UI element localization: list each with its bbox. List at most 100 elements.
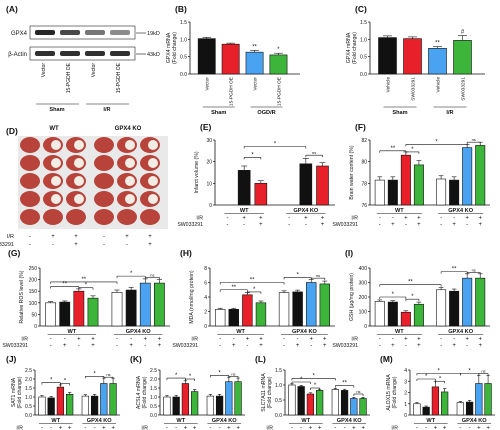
sig-label: *: [468, 368, 471, 374]
bar: [475, 145, 486, 206]
sw-sign: +: [259, 222, 263, 228]
y-axis-label: Brain water content (%): [349, 145, 355, 199]
ir-sign: -: [469, 426, 471, 430]
y-tick-label: 1.0: [25, 395, 32, 401]
brain-slice: [66, 209, 86, 225]
ir-sign: +: [465, 216, 469, 222]
ir-sign: +: [144, 337, 148, 343]
bar: [109, 383, 117, 416]
sig-label: *: [218, 370, 221, 376]
ir-sign: -: [344, 426, 346, 430]
ir-sign: -: [392, 337, 394, 343]
group-label: WT: [49, 126, 59, 132]
chart-J: (J) 0.0 0.5 1.0 1.5 2.0 2.5 SAT1 mRNA (Fold chan…: [6, 354, 120, 430]
sig-label: **: [408, 280, 413, 286]
ir-sign: +: [486, 426, 490, 430]
brain-slice: [117, 209, 137, 225]
y-tick-label: 0.5: [180, 55, 187, 61]
sig-label: *: [296, 272, 299, 278]
ir-sign: +: [158, 337, 162, 343]
sw-sign: -: [52, 242, 54, 248]
ir-sign: +: [259, 337, 263, 343]
group-label: GPX4 KO: [293, 208, 319, 214]
y-tick-label: 1.0: [360, 37, 367, 43]
bar: [413, 403, 421, 416]
bar: [292, 291, 303, 327]
category-label: SW033291: [411, 77, 417, 101]
y-tick-label: 0.5: [150, 404, 157, 410]
y-tick-label: 0.5: [25, 404, 32, 410]
y-axis-label: GPX4 mRNA: [166, 32, 172, 63]
ir-sign: +: [242, 216, 246, 222]
sw-sign: -: [243, 222, 245, 228]
panel-letter: (A): [6, 4, 18, 14]
group-label: GPX4 KO: [126, 329, 152, 335]
y-tick-label: 1.5: [180, 20, 187, 26]
y-tick-label: 0.0: [360, 72, 367, 78]
y-tick-label: 30: [206, 138, 212, 144]
sig-label: ns: [312, 150, 316, 155]
y-tick-label: 0: [34, 324, 37, 330]
sig-label: *: [175, 373, 178, 379]
bar: [436, 178, 447, 206]
sig-label: *: [253, 287, 256, 293]
ir-sign: -: [64, 337, 66, 343]
bar: [462, 277, 473, 327]
ir-sign: -: [209, 426, 211, 430]
y-axis-label: SLC7A11 mRNA: [261, 373, 267, 412]
y-tick-label: 50: [31, 312, 37, 318]
actin-band: [110, 51, 130, 56]
row-label-sw: SW033291: [172, 343, 198, 349]
bar: [269, 54, 288, 75]
sig-label: ns: [481, 368, 485, 373]
sw-sign: +: [158, 343, 162, 349]
ir-sign: +: [304, 216, 308, 222]
blot-row-label: β-Actin: [8, 52, 27, 58]
infarct-area: [148, 158, 158, 168]
bar: [255, 302, 267, 327]
ir-sign: -: [379, 216, 381, 222]
sig-label: *: [93, 371, 96, 377]
bar: [111, 292, 123, 327]
group-label: GPX4 KO: [448, 329, 474, 335]
gpx4-band: [110, 30, 130, 35]
sw-sign: +: [417, 343, 421, 349]
brain-slice: [94, 209, 114, 225]
bar: [456, 402, 464, 416]
y-tick-label: 82: [361, 138, 367, 144]
sw-sign: -: [219, 343, 221, 349]
y-axis-label: ACSL4 mRNA: [136, 375, 142, 409]
lane-label: Vector: [91, 63, 97, 78]
row-label-ir: I/R: [351, 216, 358, 222]
gpx4-band: [60, 30, 80, 35]
chart-L: (L) 0.0 0.5 1.0 1.5 SLC7A11 mRNA (Fold change)…: [255, 354, 370, 430]
row-label-ir: I/R: [191, 337, 198, 343]
sw-sign: -: [440, 222, 442, 228]
chart-G: (G) 0 50 100 150 200 250 Relative ROS level (%)…: [2, 248, 170, 349]
brain-slice: [20, 209, 40, 225]
bar: [403, 38, 422, 75]
bar: [340, 390, 349, 416]
significance-mark: *: [277, 47, 280, 53]
panel-letter: (L): [255, 354, 266, 364]
y-axis-label: MDA (nmol/mg protein): [189, 270, 195, 324]
bar: [66, 393, 74, 416]
bar: [297, 386, 305, 416]
infarct-area: [51, 140, 61, 150]
blot-frame-actin: [29, 46, 136, 61]
group-label: GPX4 KO: [212, 418, 238, 424]
bar: [374, 179, 385, 206]
sw-sign: -: [466, 222, 468, 228]
y-axis-label: (Fold change): [142, 376, 148, 408]
bar: [441, 391, 449, 416]
ir-sign: +: [111, 426, 115, 430]
sig-label: **: [390, 146, 395, 152]
y-tick-label: 0.0: [275, 413, 282, 419]
ir-sign: +: [51, 234, 55, 240]
y-tick-label: 100: [29, 301, 38, 307]
sw-sign: +: [478, 222, 482, 228]
ir-sign: +: [321, 216, 325, 222]
ir-sign: +: [125, 234, 129, 240]
sw-sign: -: [440, 343, 442, 349]
